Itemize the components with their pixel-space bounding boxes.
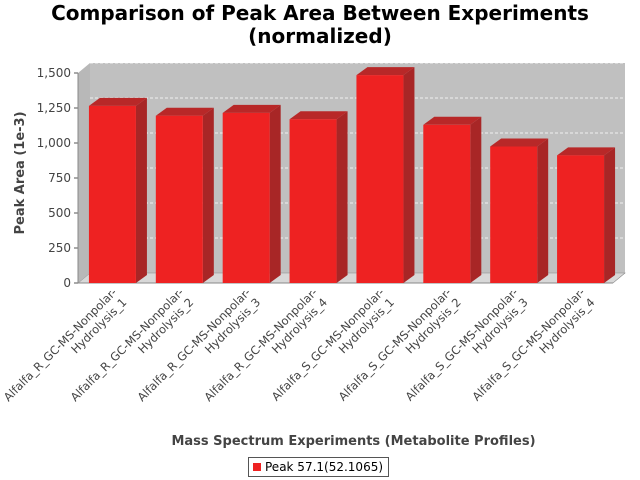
bar (557, 147, 616, 283)
y-tick-label: 0 (63, 276, 71, 290)
x-tick-label: Alfalfa_R_GC-MS-Nonpolar-Hydrolysis_2 (68, 285, 197, 414)
bar-side (470, 116, 482, 283)
x-tick-label: Alfalfa_R_GC-MS-Nonpolar-Hydrolysis_1 (1, 285, 130, 414)
y-tick-label: 250 (48, 241, 71, 255)
x-tick-label: Alfalfa_S_GC-MS-Nonpolar-Hydrolysis_1 (269, 285, 397, 413)
bar (490, 138, 549, 283)
y-tick-label: 750 (48, 171, 71, 185)
bar-side (537, 138, 549, 283)
bar-top (88, 97, 147, 106)
chart-title: Comparison of Peak Area Between Experime… (0, 2, 640, 48)
bar (222, 104, 281, 284)
y-tick-label: 500 (48, 206, 71, 220)
x-tick-label: Alfalfa_R_GC-MS-Nonpolar-Hydrolysis_4 (201, 285, 330, 414)
bar-top (423, 116, 482, 125)
bar-top (155, 107, 214, 116)
bar-front (289, 119, 337, 283)
bar-front (222, 112, 270, 284)
legend-label: Peak 57.1(52.1065) (265, 460, 384, 474)
legend-swatch (253, 463, 261, 471)
bar-top (490, 138, 549, 147)
bar-side (269, 104, 281, 284)
y-tick-label: 1,000 (37, 136, 71, 150)
chart-title-line: Comparison of Peak Area Between Experime… (51, 1, 589, 25)
bar (155, 107, 214, 283)
bar-side (604, 147, 616, 283)
x-tick-label: Alfalfa_S_GC-MS-Nonpolar-Hydrolysis_4 (469, 285, 597, 413)
bar-top (289, 111, 348, 120)
bar (88, 97, 147, 284)
bar-front (88, 105, 136, 284)
plot-side-wall (78, 63, 90, 283)
x-tick-label: Alfalfa_R_GC-MS-Nonpolar-Hydrolysis_3 (134, 285, 263, 414)
bar-top (222, 104, 281, 113)
bar-top (356, 67, 415, 76)
bar-front (490, 146, 538, 283)
y-tick-label: 1,250 (37, 101, 71, 115)
y-tick-label: 1,500 (37, 66, 71, 80)
bar-front (356, 75, 404, 283)
bar (356, 67, 415, 283)
x-tick-label: Alfalfa_S_GC-MS-Nonpolar-Hydrolysis_3 (402, 285, 530, 413)
x-tick-label: Alfalfa_S_GC-MS-Nonpolar-Hydrolysis_2 (336, 285, 464, 413)
x-tick-label-line: Alfalfa_R_GC-MS-Nonpolar- (1, 285, 120, 404)
legend: Peak 57.1(52.1065) (248, 457, 389, 477)
bar-side (336, 111, 348, 283)
bar (289, 111, 348, 283)
bar-side (202, 107, 214, 283)
bar-side (403, 67, 415, 283)
bar-front (557, 155, 605, 283)
bar-front (423, 124, 471, 283)
bar-top (557, 147, 616, 156)
bar (423, 116, 482, 283)
bar-side (135, 97, 147, 284)
chart-subtitle-line: (normalized) (248, 24, 392, 48)
bar-front (155, 115, 203, 283)
x-axis-title: Mass Spectrum Experiments (Metabolite Pr… (171, 434, 535, 449)
y-axis-title: Peak Area (1e-3) (13, 111, 28, 234)
